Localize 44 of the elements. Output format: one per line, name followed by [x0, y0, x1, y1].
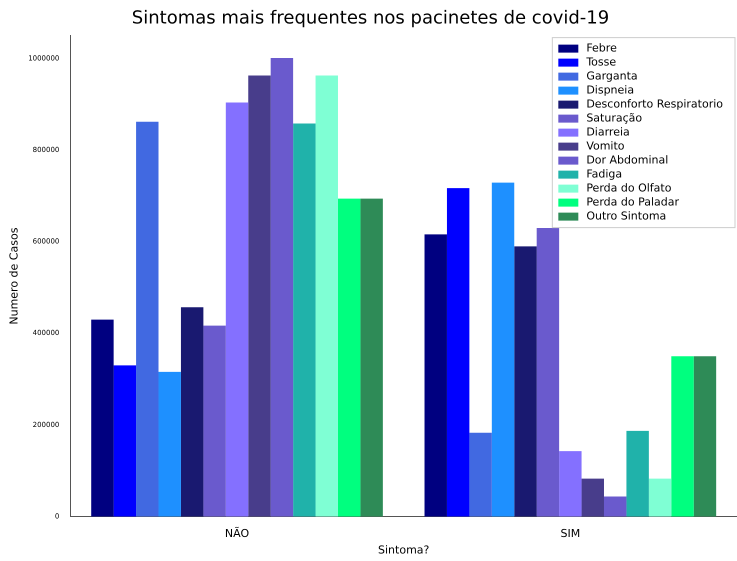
bar — [626, 430, 649, 517]
legend-label: Diarreia — [586, 125, 630, 138]
legend-label: Febre — [586, 41, 618, 54]
legend-label: Garganta — [586, 69, 638, 82]
legend-label: Desconforto Respiratorio — [586, 97, 724, 110]
bar — [293, 124, 316, 517]
legend-label: Saturação — [586, 111, 642, 124]
bar — [469, 432, 492, 517]
bar — [360, 198, 383, 517]
legend-label: Dor Abdominal — [586, 153, 668, 166]
bar — [492, 182, 514, 517]
bar — [694, 356, 716, 517]
bar — [248, 75, 271, 517]
bar — [582, 478, 604, 517]
bar — [114, 365, 136, 517]
chart-title: Sintomas mais frequentes nos pacinetes de covid-19 — [132, 7, 610, 28]
bar — [671, 356, 694, 517]
bar — [91, 320, 114, 517]
legend-label: Dispneia — [586, 83, 634, 96]
bar — [648, 478, 672, 517]
legend-label: Perda do Olfato — [586, 181, 672, 194]
bar — [604, 496, 626, 517]
legend-label: Outro Sintoma — [586, 209, 666, 222]
bar — [180, 307, 204, 517]
bar — [424, 234, 447, 517]
bar — [203, 326, 226, 517]
legend-label: Tosse — [585, 55, 616, 68]
x-tick-label: NÃO — [224, 526, 250, 540]
legend-label: Fadiga — [586, 167, 622, 180]
bar — [158, 372, 181, 517]
bar — [446, 188, 470, 517]
y-axis-title: Numero de Casos — [7, 227, 20, 325]
x-axis-title: Sintoma? — [378, 543, 430, 556]
bar — [338, 198, 360, 517]
legend-label: Vomito — [586, 139, 625, 152]
bar — [136, 122, 159, 517]
bar — [559, 451, 582, 517]
x-tick-label: SIM — [560, 527, 580, 540]
bar — [536, 228, 560, 517]
bar — [514, 246, 537, 517]
legend-label: Perda do Paladar — [586, 195, 680, 208]
bar — [226, 102, 248, 517]
bar — [316, 75, 338, 517]
bar — [270, 58, 294, 517]
